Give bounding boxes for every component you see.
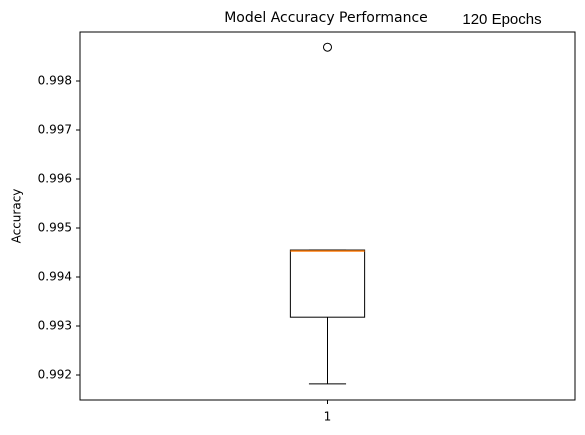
flier xyxy=(323,42,332,52)
chart-subtitle: 120 Epochs xyxy=(462,11,541,28)
y-tick-label: 0.995 xyxy=(38,221,72,235)
y-tick-label: 0.998 xyxy=(38,74,72,88)
y-tick-label: 0.994 xyxy=(38,270,72,284)
box xyxy=(289,249,366,318)
y-tick-label: 0.996 xyxy=(38,172,72,186)
y-tick-label: 0.993 xyxy=(38,319,72,333)
axes-frame xyxy=(79,31,576,401)
chart-title: Model Accuracy Performance xyxy=(224,10,428,26)
y-tick-label: 0.992 xyxy=(38,368,72,382)
y-tick-label: 0.997 xyxy=(38,123,72,137)
y-axis-label: Accuracy xyxy=(10,189,24,244)
x-tick-label: 1 xyxy=(324,410,332,424)
